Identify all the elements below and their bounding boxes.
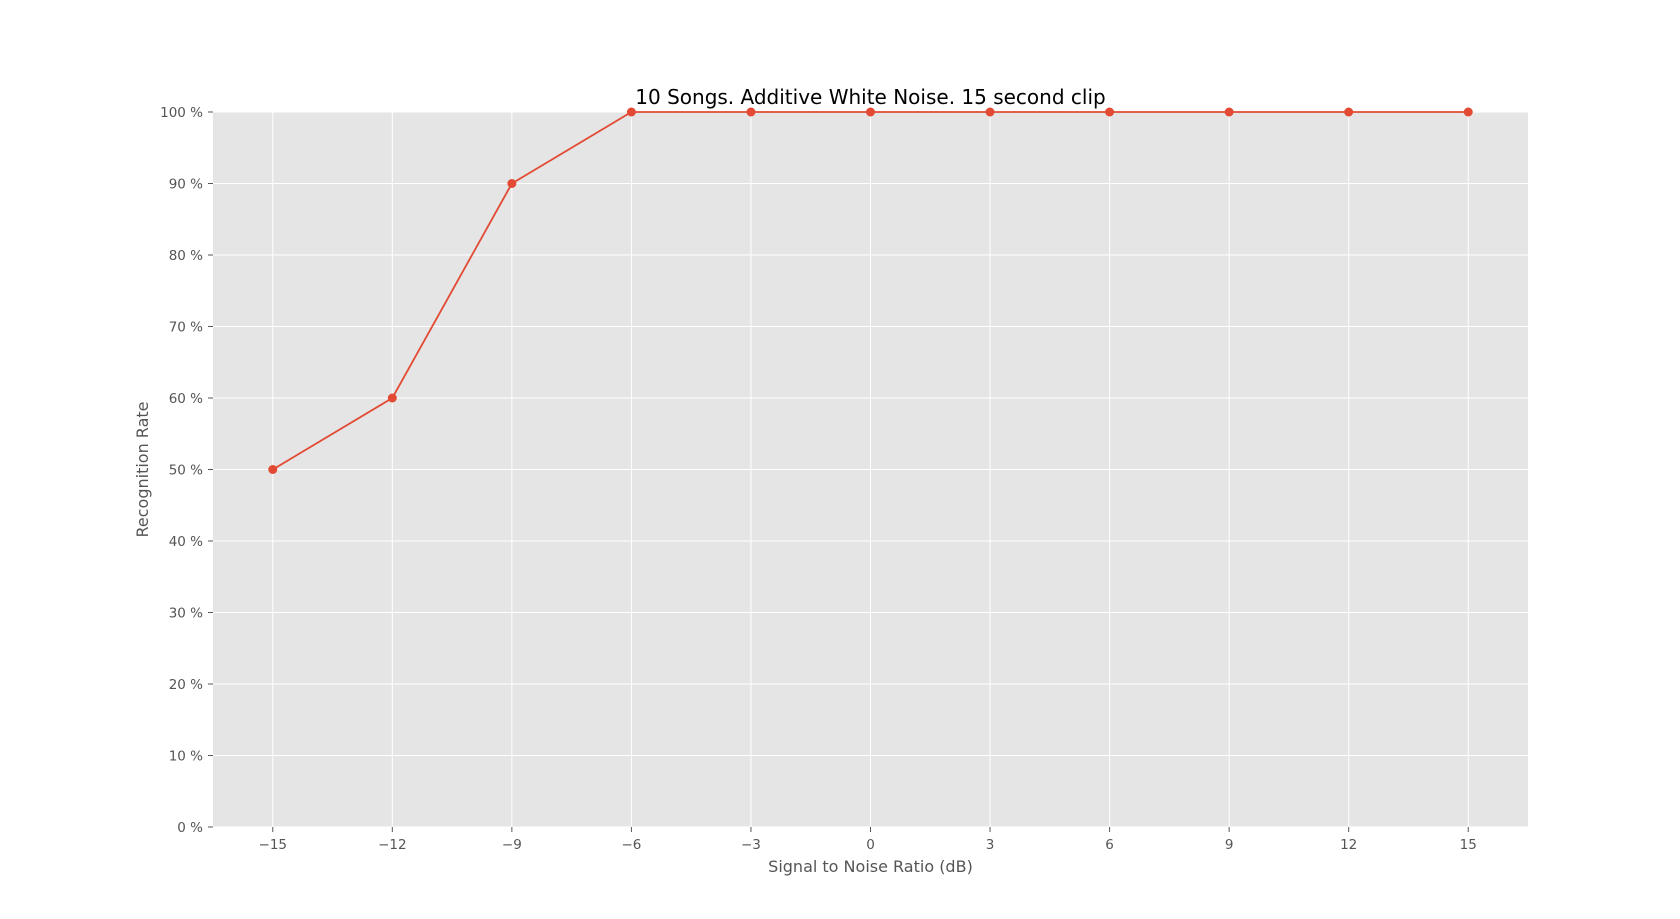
x-tick-label: 3 [986, 837, 995, 853]
data-point [507, 179, 517, 188]
x-axis-label: Signal to Noise Ratio (dB) [768, 857, 973, 876]
x-tick-label: 15 [1460, 837, 1477, 853]
x-tick-label: −3 [741, 837, 761, 853]
data-point [746, 107, 756, 117]
data-point [1463, 107, 1473, 117]
y-tick-label: 90 % [169, 177, 203, 193]
y-axis-ticks: 0 % 10 % 20 % 30 % 40 % 50 % 60 % 70 % 80 % 90 % 1… [160, 105, 213, 836]
data-point [626, 107, 636, 117]
data-point [1224, 107, 1234, 117]
y-tick-label: 60 % [169, 391, 203, 407]
data-point [866, 107, 875, 117]
data-point [1344, 107, 1354, 117]
y-tick-label: 80 % [169, 248, 203, 264]
y-tick-label: 0 % [177, 820, 203, 836]
data-point [387, 393, 397, 403]
data-point [985, 107, 995, 117]
x-tick-label: 6 [1105, 837, 1114, 853]
y-tick-label: 50 % [169, 463, 203, 479]
y-tick-label: 40 % [169, 534, 203, 550]
x-tick-label: −9 [502, 837, 522, 853]
y-axis-label: Recognition Rate [133, 402, 152, 538]
x-tick-label: −12 [378, 837, 407, 853]
y-tick-label: 70 % [169, 320, 203, 336]
data-point [1105, 107, 1115, 117]
data-point [268, 465, 278, 474]
y-tick-label: 10 % [169, 749, 203, 765]
chart-title: 10 Songs. Additive White Noise. 15 secon… [635, 85, 1105, 109]
y-tick-label: 20 % [169, 677, 203, 693]
y-tick-label: 30 % [169, 606, 203, 622]
x-axis-ticks: −15 −12 −9 −6 −3 0 3 6 9 12 15 [259, 827, 1477, 853]
x-tick-label: 0 [866, 837, 875, 853]
series-layer [268, 107, 1473, 474]
x-tick-label: 12 [1340, 837, 1357, 853]
x-tick-label: −15 [259, 837, 288, 853]
x-tick-label: −6 [621, 837, 641, 853]
y-tick-label: 100 % [160, 105, 203, 121]
x-tick-label: 9 [1225, 837, 1234, 853]
